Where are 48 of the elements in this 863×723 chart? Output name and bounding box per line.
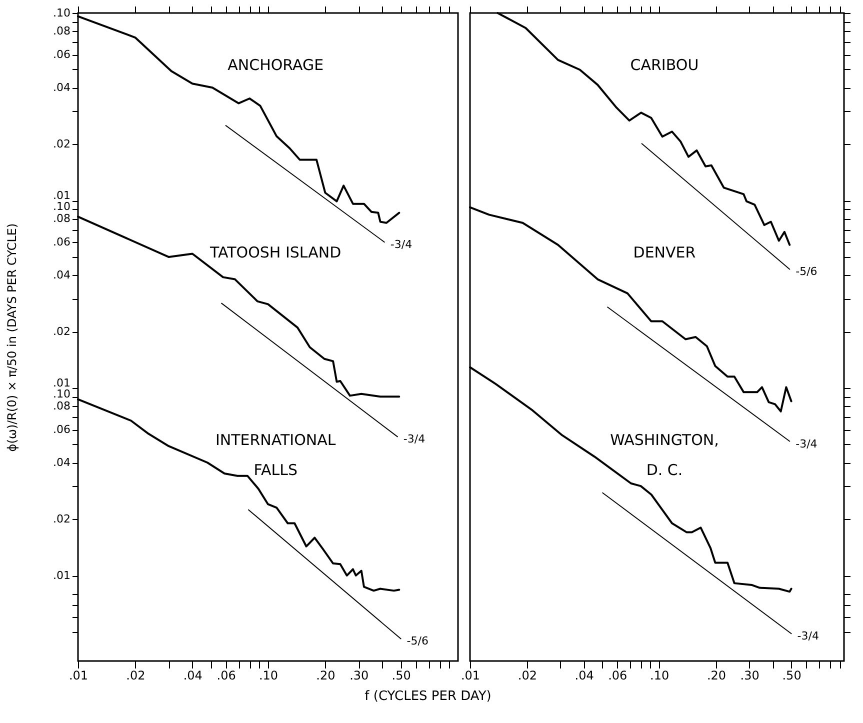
x-tick-label: .01 (460, 668, 480, 682)
y-tick-label: .06 (53, 423, 70, 436)
series-label: -3/4 (796, 437, 818, 450)
text: ANCHORAGE (228, 56, 324, 74)
y-axis-title: ϕ(ω)/R(0) × π/50 in (DAYS PER CYCLE) (5, 223, 20, 452)
text: CARIBOU (630, 56, 699, 74)
y-tick-label: .06 (53, 48, 70, 62)
x-tick-label: .02 (518, 668, 537, 682)
y-tick-label: .02 (53, 512, 70, 526)
y-tick-label: .06 (53, 236, 70, 249)
x-tick-label: .50 (782, 668, 802, 682)
legend-label: -3/4 (797, 630, 819, 643)
x-tick-label: .30 (350, 668, 369, 682)
text: WASHINGTON, D. C. (610, 431, 719, 480)
x-tick-label: .06 (608, 668, 628, 682)
y-tick-label: .10 (53, 388, 70, 401)
y-tick-label: .01 (53, 376, 70, 390)
x-tick-label: .30 (740, 668, 760, 682)
series-label: -5/6 (406, 634, 428, 648)
x-tick-label: .50 (392, 668, 411, 682)
x-tick-label: .02 (126, 668, 146, 682)
y-tick-label: .08 (53, 24, 70, 38)
x-tick-label: .20 (316, 668, 336, 682)
y-tick-label: .01 (53, 569, 70, 582)
y-tick-label: .04 (53, 456, 70, 470)
y-tick-label: .02 (53, 325, 70, 338)
y-tick-label: .10 (53, 6, 70, 20)
series-label: -5/6 (796, 265, 818, 278)
y-tick-label: .10 (53, 200, 70, 214)
text: DENVER (633, 244, 696, 262)
x-tick-label: .06 (216, 668, 236, 682)
x-tick-label: .20 (706, 668, 726, 682)
x-axis-title: f (CYCLES PER DAY) (364, 688, 492, 704)
x-tick-label: .10 (650, 668, 670, 682)
x-tick-label: .01 (68, 668, 88, 682)
series-label: -3/4 (403, 432, 426, 446)
y-tick-label: .04 (53, 268, 70, 282)
y-tick-label: .01 (53, 189, 70, 202)
x-tick-label: .04 (183, 668, 202, 682)
x-tick-label: .04 (574, 668, 594, 682)
series-label: -3/4 (390, 238, 412, 252)
y-tick-label: .02 (53, 138, 70, 151)
y-tick-label: .08 (53, 212, 70, 226)
text: INTERNATIONAL FALLS (215, 431, 336, 480)
y-tick-label: .04 (53, 81, 70, 94)
y-tick-label: .08 (53, 400, 70, 413)
text: TATOOSH ISLAND (209, 244, 342, 262)
x-tick-label: .10 (258, 668, 278, 682)
